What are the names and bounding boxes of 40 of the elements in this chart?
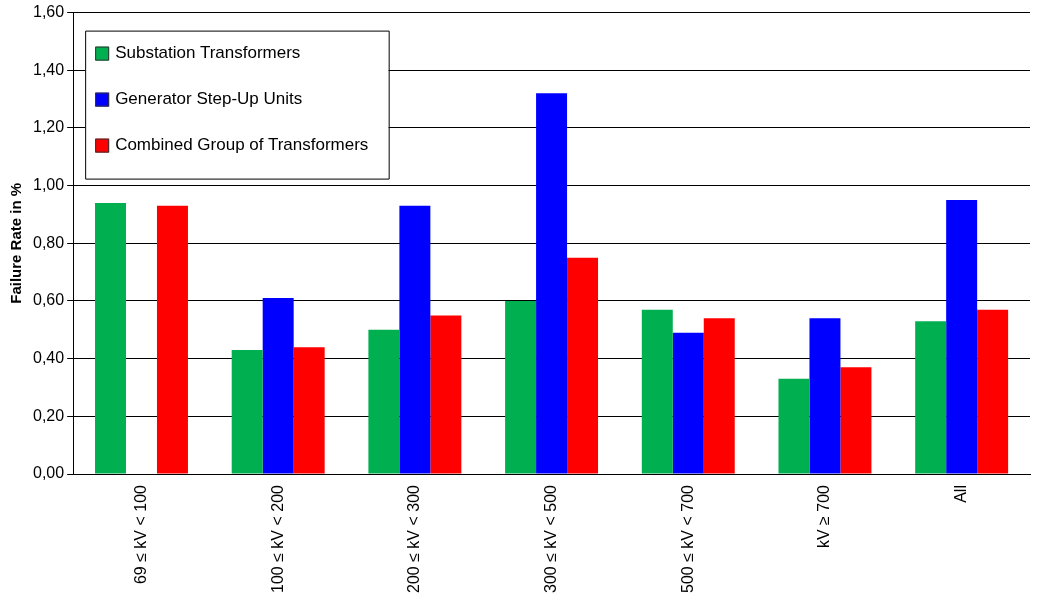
x-tick-label: 500 ≤ kV < 700 (678, 484, 696, 593)
y-tick-label: 1,40 (33, 60, 65, 78)
x-tick-label: All (952, 485, 970, 503)
bar (536, 93, 568, 474)
y-tick-label: 1,20 (33, 118, 65, 136)
y-tick-label: 0,40 (33, 349, 65, 367)
bar (915, 321, 947, 474)
x-tick-label: 69 ≤ kV < 100 (131, 484, 149, 585)
y-tick-label: 0,20 (33, 406, 65, 424)
x-tick-label: 100 ≤ kV < 200 (268, 484, 286, 593)
y-tick-label: 0,00 (33, 464, 65, 482)
x-tick-label: 200 ≤ kV < 300 (405, 484, 423, 593)
bar (641, 309, 673, 474)
x-tick-label: 300 ≤ kV < 500 (541, 484, 559, 593)
bar (399, 205, 431, 474)
legend-label: Generator Step-Up Units (115, 89, 303, 109)
bar (778, 378, 810, 474)
legend-label: Combined Group of Transformers (115, 135, 369, 155)
bar (262, 298, 294, 474)
y-tick-label: 1,00 (33, 176, 65, 194)
bar (840, 367, 872, 474)
bar (95, 202, 126, 474)
bar (567, 257, 599, 474)
bar (293, 347, 325, 474)
y-axis-title: Failure Rate in % (7, 182, 25, 304)
bar (809, 318, 841, 474)
bar (368, 329, 400, 474)
y-tick-label: 0,60 (33, 291, 65, 309)
y-tick-label: 1,60 (33, 3, 65, 21)
bar (156, 205, 188, 474)
y-tick-label: 0,80 (33, 233, 65, 251)
bar (672, 332, 704, 474)
legend-label: Substation Transformers (115, 43, 301, 63)
x-tick-label: kV ≥ 700 (815, 484, 833, 549)
bar (946, 200, 978, 474)
bar (231, 350, 263, 474)
bar (703, 318, 735, 474)
bar (505, 301, 537, 474)
bar (430, 315, 462, 474)
bar (977, 309, 1009, 474)
